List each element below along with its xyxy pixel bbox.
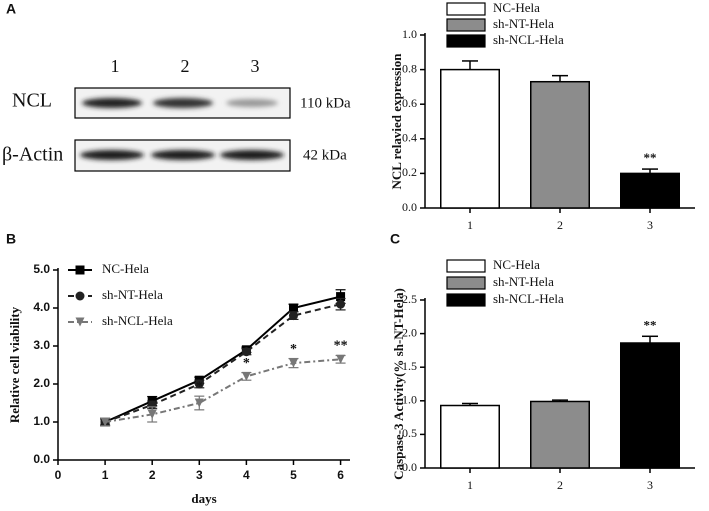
panel-label: B [6,231,16,247]
legend-swatch [446,18,486,32]
marker [100,417,110,427]
y-tick-label: 1.0 [402,393,417,407]
legend-label: sh-NT-Hela [493,274,554,289]
x-tick-label: 1 [467,478,473,492]
bar [530,80,590,209]
x-tick-label: 2 [149,468,156,482]
y-tick-label: 1.0 [402,27,417,41]
marker [147,409,157,419]
legend-label: NC-Hela [102,261,149,276]
y-tick-label: 2.5 [402,292,417,306]
y-tick-label: 0.2 [402,165,417,179]
x-tick-label: 5 [290,468,297,482]
marker [336,292,346,302]
bar [620,342,680,469]
legend-label: sh-NT-Hela [493,16,554,31]
marker [336,299,346,309]
blot-image [74,87,291,172]
panel-label: C [390,231,400,247]
annotation: * [196,379,203,394]
legend-label: NC-Hela [493,0,540,15]
blot-size: 42 kDa [303,147,347,163]
y-tick-label: 0.0 [402,460,417,474]
x-tick-label: 3 [647,478,653,492]
x-tick-label: 0 [55,468,62,482]
annotation: * [243,356,250,371]
legend-swatch [446,276,486,290]
legend-swatch [446,2,486,16]
x-tick-label: 1 [467,218,473,232]
marker [75,265,85,275]
marker [194,398,204,408]
legend-swatch [446,293,486,307]
marker [75,291,85,301]
y-tick-label: 5.0 [33,262,50,276]
x-tick-label: 3 [196,468,203,482]
x-axis-label: days [191,491,216,506]
y-tick-label: 0.4 [402,131,417,145]
y-tick-label: 2.0 [33,376,50,390]
y-tick-label: 2.0 [402,325,417,339]
legend-swatch [446,34,486,48]
bar [530,400,590,469]
bar [440,68,500,209]
marker [241,371,251,381]
marker [241,347,251,357]
y-tick-label: 3.0 [33,338,50,352]
y-axis-label: Caspase-3 Activity(% sh-NT-Hela) [391,288,406,480]
x-tick-label: 2 [557,218,563,232]
series-line [104,358,341,423]
y-axis-label: Relative cell viability [7,306,22,423]
series-line [104,303,341,423]
x-tick-label: 3 [647,218,653,232]
marker [336,354,346,364]
y-tick-label: 0.6 [402,96,417,110]
blot-row-label: NCL [12,90,52,112]
blot-row-label: β-Actin [2,144,63,166]
x-tick-label: 4 [243,468,250,482]
marker [288,311,298,321]
y-tick-label: 0.0 [33,452,50,466]
marker [288,303,298,313]
lane-label: 1 [111,56,120,76]
y-tick-label: 0.5 [402,426,417,440]
y-axis-label: NCL relavied expression [389,53,404,190]
panel-label: A [6,1,16,17]
annotation: ** [644,317,657,332]
legend-label: sh-NCL-Hela [493,32,564,47]
bar [620,172,680,209]
legend-label: sh-NCL-Hela [493,291,564,306]
x-tick-label: 2 [557,478,563,492]
legend-label: sh-NT-Hela [102,287,163,302]
legend-swatch [446,259,486,273]
bar [440,404,500,469]
marker [288,358,298,368]
annotation: * [290,342,297,357]
y-tick-label: 1.5 [402,359,417,373]
annotation: ** [334,339,348,354]
marker [194,379,204,389]
x-tick-label: 1 [102,468,109,482]
lane-label: 3 [251,56,260,76]
annotation: ** [644,150,657,165]
y-tick-label: 0.0 [402,200,417,214]
legend-label: NC-Hela [493,257,540,272]
y-tick-label: 4.0 [33,300,50,314]
y-tick-label: 0.8 [402,61,417,75]
blot-size: 110 kDa [300,95,351,111]
series-line [104,295,341,423]
lane-label: 2 [181,56,190,76]
legend-label: sh-NCL-Hela [102,313,173,328]
x-tick-label: 6 [337,468,344,482]
y-tick-label: 1.0 [33,414,50,428]
marker [75,317,85,327]
